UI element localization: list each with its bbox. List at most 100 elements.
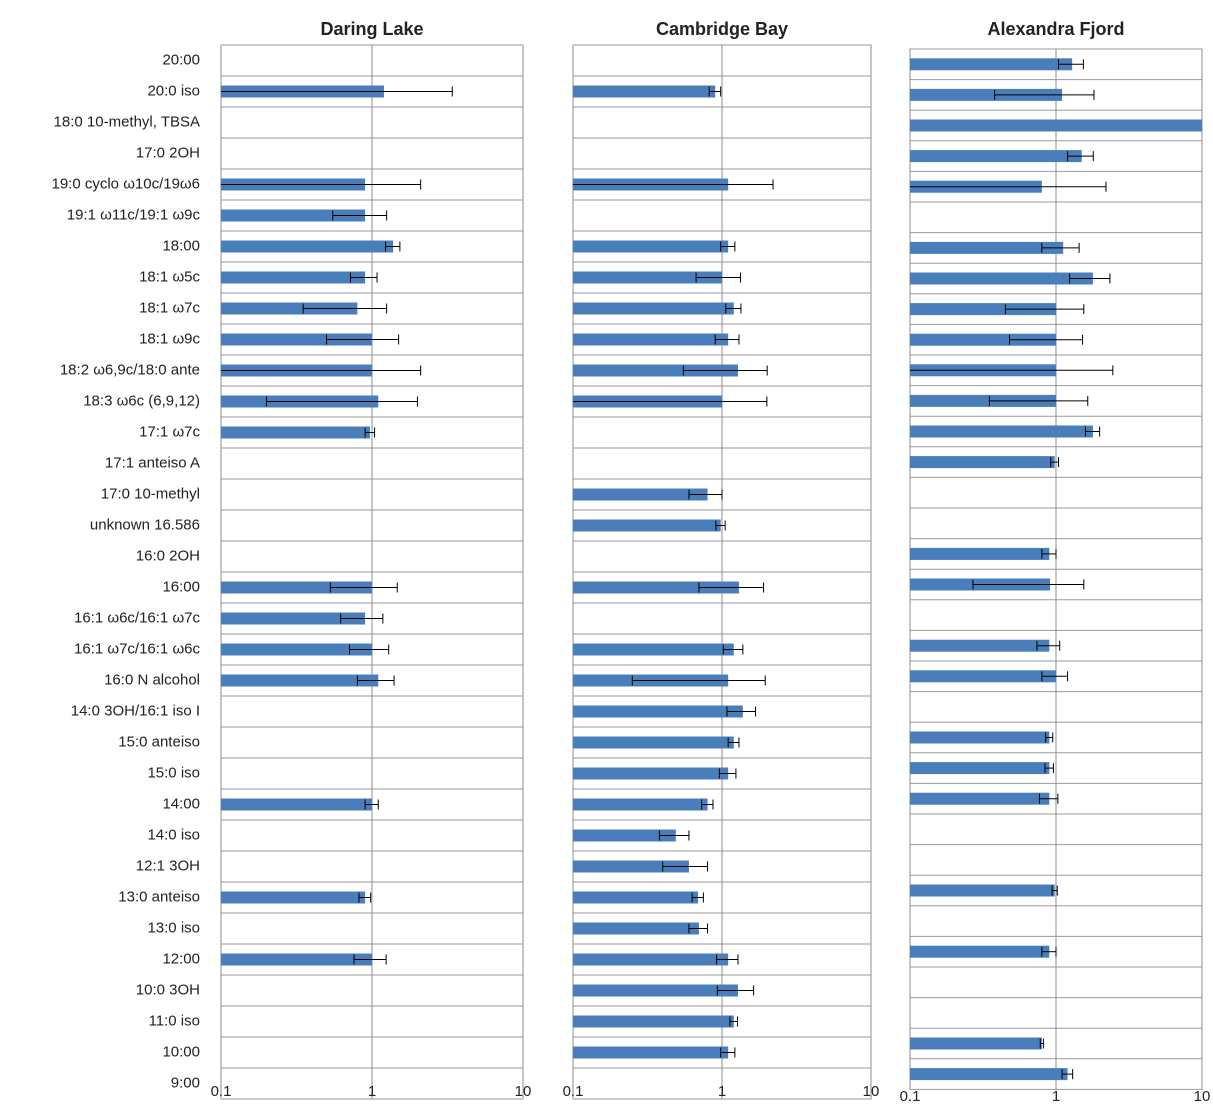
bar: [221, 891, 366, 904]
bar: [910, 1037, 1042, 1050]
x-tick-label: 1: [368, 1083, 376, 1100]
bar: [573, 736, 734, 749]
bar: [573, 85, 716, 98]
bar: [221, 581, 372, 594]
bar: [910, 394, 1056, 407]
category-label: 11:0 iso: [149, 1012, 200, 1029]
category-label: 20:0 iso: [147, 82, 200, 99]
bar: [910, 333, 1056, 346]
bar: [910, 670, 1056, 683]
category-label: 13:0 anteiso: [118, 888, 200, 905]
category-label: 12:1 3OH: [136, 857, 200, 874]
category-label: 18:1 ω9c: [139, 330, 200, 347]
category-label: 20:00: [162, 51, 200, 68]
category-label: 14:0 3OH/16:1 iso I: [71, 702, 200, 719]
category-label: 18:1 ω7c: [139, 299, 200, 316]
x-tick-label: 10: [1194, 1088, 1211, 1104]
category-label: 15:0 anteiso: [118, 733, 200, 750]
bar: [910, 884, 1055, 897]
bar: [221, 333, 372, 346]
category-label: 18:0 10-methyl, TBSA: [54, 113, 200, 130]
bar: [573, 488, 708, 501]
bar: [910, 762, 1050, 775]
x-tick-label: 0.1: [563, 1083, 584, 1100]
bar: [221, 271, 366, 284]
category-label: 16:1 ω6c/16:1 ω7c: [74, 609, 200, 626]
category-label: 17:0 10-methyl: [101, 485, 200, 502]
category-label: 12:00: [162, 950, 200, 967]
bar: [221, 674, 379, 687]
bar: [573, 891, 698, 904]
bar: [573, 953, 729, 966]
panel-title: Daring Lake: [320, 19, 423, 39]
bar: [910, 456, 1055, 469]
bar: [573, 984, 738, 997]
bar: [573, 829, 676, 842]
bar: [221, 643, 372, 656]
category-label: 14:0 iso: [147, 826, 200, 843]
category-label: 16:0 2OH: [136, 547, 200, 564]
bar: [573, 240, 729, 253]
category-label: 16:00: [162, 578, 200, 595]
bar: [573, 922, 699, 935]
bar: [573, 364, 738, 377]
category-label: 14:00: [162, 795, 200, 812]
bar: [910, 303, 1056, 316]
bar: [910, 150, 1082, 163]
x-tick-label: 1: [1052, 1088, 1060, 1104]
x-tick-label: 0.1: [900, 1088, 921, 1104]
bar: [573, 798, 708, 811]
bar: [910, 88, 1063, 101]
bar: [573, 643, 734, 656]
x-tick-label: 0.1: [211, 1083, 232, 1100]
bar: [910, 1068, 1068, 1081]
bar: [910, 272, 1093, 285]
bar: [573, 767, 729, 780]
category-label: unknown 16.586: [90, 516, 200, 533]
category-label: 19:1 ω11c/19:1 ω9c: [67, 206, 201, 223]
bar: [221, 612, 366, 625]
bar: [221, 953, 372, 966]
bar: [573, 271, 722, 284]
bar: [910, 241, 1064, 254]
bar: [910, 945, 1050, 958]
category-label: 13:0 iso: [147, 919, 200, 936]
bar: [221, 426, 371, 439]
category-label: 17:1 anteiso A: [105, 454, 200, 471]
category-label: 18:1 ω5c: [139, 268, 200, 285]
category-label: 17:0 2OH: [136, 144, 200, 161]
panel-title: Cambridge Bay: [656, 19, 788, 39]
category-label: 18:00: [162, 237, 200, 254]
bar: [573, 519, 721, 532]
category-label: 17:1 ω7c: [139, 423, 200, 440]
bar: [221, 798, 372, 811]
bar: [910, 792, 1050, 805]
x-tick-label: 10: [863, 1083, 880, 1100]
bar: [573, 1046, 729, 1059]
bar: [573, 860, 689, 873]
category-label: 10:0 3OH: [136, 981, 200, 998]
category-label: 9:00: [171, 1074, 200, 1091]
bar: [910, 731, 1050, 744]
category-label: 15:0 iso: [147, 764, 200, 781]
bar: [573, 302, 734, 315]
category-label: 16:1 ω7c/16:1 ω6c: [74, 640, 200, 657]
category-label: 16:0 N alcohol: [104, 671, 200, 688]
category-label: 19:0 cyclo ω10c/19ω6: [51, 175, 200, 192]
bar: [221, 302, 358, 315]
bar: [910, 547, 1050, 560]
bar: [910, 639, 1050, 652]
bar: [910, 119, 1202, 132]
bar: [221, 240, 394, 253]
panel-title: Alexandra Fjord: [987, 19, 1124, 39]
bar: [910, 58, 1073, 71]
bar: [573, 1015, 734, 1028]
bar: [573, 705, 743, 718]
bar: [573, 333, 729, 346]
category-label: 10:00: [162, 1043, 200, 1060]
bar: [910, 425, 1093, 438]
x-tick-label: 1: [718, 1083, 726, 1100]
category-label: 18:3 ω6c (6,9,12): [83, 392, 200, 409]
bar: [221, 209, 366, 222]
